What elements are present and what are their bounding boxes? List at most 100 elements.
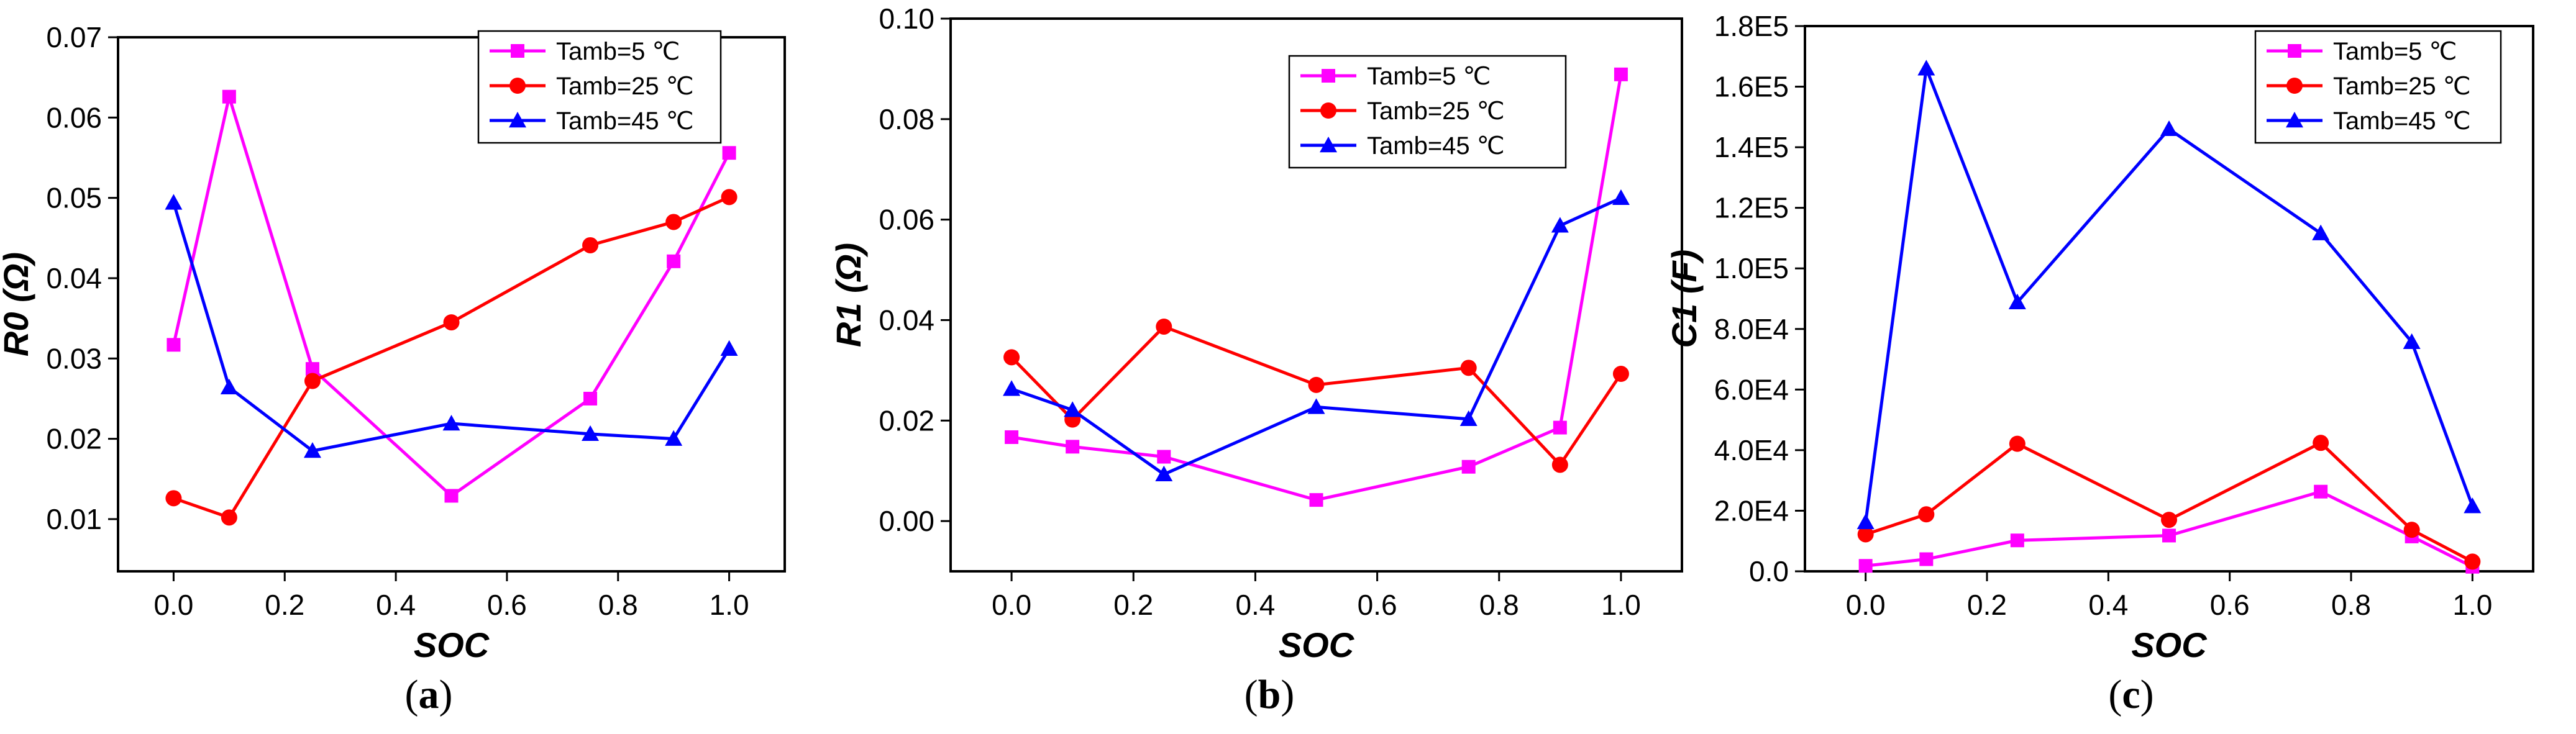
data-point	[2403, 333, 2421, 349]
data-point	[720, 340, 738, 356]
panel-caption: (c)	[2108, 672, 2154, 717]
x-tick-label: 0.8	[2331, 589, 2371, 621]
caption-paren: (	[405, 672, 419, 717]
legend-marker	[2288, 44, 2301, 58]
y-tick-label: 0.07	[46, 21, 102, 53]
y-axis-title: R1 (Ω)	[829, 243, 868, 347]
data-point	[2009, 435, 2026, 452]
legend-label: Tamb=45 ℃	[556, 107, 694, 135]
data-point	[665, 430, 683, 446]
y-axis-title: R0 (Ω)	[0, 252, 35, 356]
data-point	[583, 391, 598, 406]
data-point	[1005, 430, 1019, 444]
data-point	[1308, 376, 1325, 393]
y-tick-label: 0.02	[879, 404, 934, 437]
legend-marker	[1322, 69, 1335, 83]
caption-paren: )	[1281, 672, 1294, 717]
y-tick-label: 8.0E4	[1714, 313, 1789, 345]
legend-label: Tamb=45 ℃	[2333, 107, 2471, 135]
y-tick-label: 1.6E5	[1714, 71, 1789, 103]
data-point	[582, 237, 599, 253]
legend-label: Tamb=25 ℃	[2333, 73, 2471, 100]
y-tick-label: 0.01	[46, 503, 102, 535]
legend-marker	[509, 112, 526, 128]
caption-paren: (	[2108, 672, 2122, 717]
caption-paren: )	[2140, 672, 2154, 717]
legend: Tamb=5 ℃ Tamb=25 ℃ Tamb=45 ℃	[2254, 30, 2502, 144]
y-tick-label: 0.03	[46, 342, 102, 374]
chart-panel-c: 0.0 0.2 0.4 0.6 0.8 1.0 0.0 2.0E4 4.0E4 6.0E4 8.0E…	[1665, 10, 2534, 717]
data-point	[1155, 465, 1173, 482]
data-point	[1461, 460, 1476, 474]
caption-letter: b	[1258, 672, 1281, 717]
plot-frame	[117, 36, 786, 573]
legend: Tamb=5 ℃ Tamb=25 ℃ Tamb=45 ℃	[477, 30, 722, 144]
series-1	[1003, 318, 1629, 473]
data-point	[1157, 450, 1171, 464]
y-tick-label: 4.0E4	[1714, 434, 1789, 466]
x-tick-label: 0.4	[376, 589, 416, 621]
data-point	[165, 490, 182, 507]
data-point	[220, 378, 238, 395]
x-tick-label: 0.4	[2088, 589, 2128, 621]
data-point	[667, 254, 681, 268]
legend-marker	[1320, 137, 1337, 153]
data-point	[444, 489, 459, 503]
data-point	[303, 442, 321, 458]
x-tick-label: 0.8	[1479, 589, 1519, 621]
data-point	[1917, 60, 1935, 76]
x-tick-label: 1.0	[1601, 589, 1641, 621]
data-point	[2161, 512, 2177, 528]
legend-label: Tamb=25 ℃	[556, 73, 694, 100]
x-tick-label: 0.2	[1967, 589, 2007, 621]
legend-marker	[1320, 102, 1336, 119]
data-point	[2464, 553, 2481, 570]
y-tick-label: 0.04	[46, 262, 102, 294]
data-point	[1858, 559, 1873, 573]
data-point	[442, 415, 460, 431]
data-point	[1459, 410, 1478, 427]
series-0	[1005, 67, 1628, 507]
data-point	[1919, 552, 1934, 566]
legend-label: Tamb=25 ℃	[1367, 97, 1505, 125]
y-tick-label: 2.0E4	[1714, 494, 1789, 527]
data-point	[1918, 506, 1935, 523]
data-point	[2008, 293, 2026, 310]
data-point	[1614, 67, 1628, 81]
x-tick-label: 0.0	[992, 589, 1031, 621]
y-tick-label: 0.06	[879, 204, 934, 236]
data-point	[2313, 435, 2329, 451]
x-axis-title: SOC	[1279, 625, 1355, 664]
y-tick-label: 0.06	[46, 101, 102, 134]
x-tick-label: 0.6	[1358, 589, 1397, 621]
data-point	[165, 194, 183, 210]
y-axis-title: C1 (F)	[1665, 250, 1704, 348]
data-point	[2464, 497, 2482, 514]
data-point	[1857, 513, 1875, 530]
data-point	[1064, 401, 1082, 417]
y-tick-label: 0.10	[879, 2, 934, 35]
caption-paren: )	[439, 672, 453, 717]
legend-label: Tamb=5 ℃	[2333, 38, 2457, 65]
data-point	[2162, 528, 2176, 543]
x-tick-label: 0.2	[265, 589, 304, 621]
chart-panel-a: 0.0 0.2 0.4 0.6 0.8 1.0 0.01 0.02 0.03 0.04 0.05 0.…	[0, 21, 786, 717]
data-point	[2160, 120, 2178, 137]
series-line	[1010, 325, 1622, 466]
y-tick-label: 1.8E5	[1714, 10, 1789, 42]
x-tick-label: 0.8	[598, 589, 638, 621]
x-tick-label: 1.0	[710, 589, 749, 621]
data-point	[1156, 318, 1172, 335]
series-1	[165, 189, 738, 526]
series-line	[173, 196, 730, 519]
series-2	[1857, 60, 2482, 530]
y-tick-label: 1.0E5	[1714, 252, 1789, 284]
legend-marker	[2286, 112, 2303, 128]
y-tick-label: 0.05	[46, 182, 102, 214]
data-point	[2403, 522, 2420, 538]
legend-label: Tamb=45 ℃	[1367, 132, 1505, 160]
y-tick-label: 0.04	[879, 304, 934, 336]
legend-marker	[2286, 78, 2303, 94]
data-point	[167, 338, 181, 352]
data-point	[1551, 217, 1569, 233]
